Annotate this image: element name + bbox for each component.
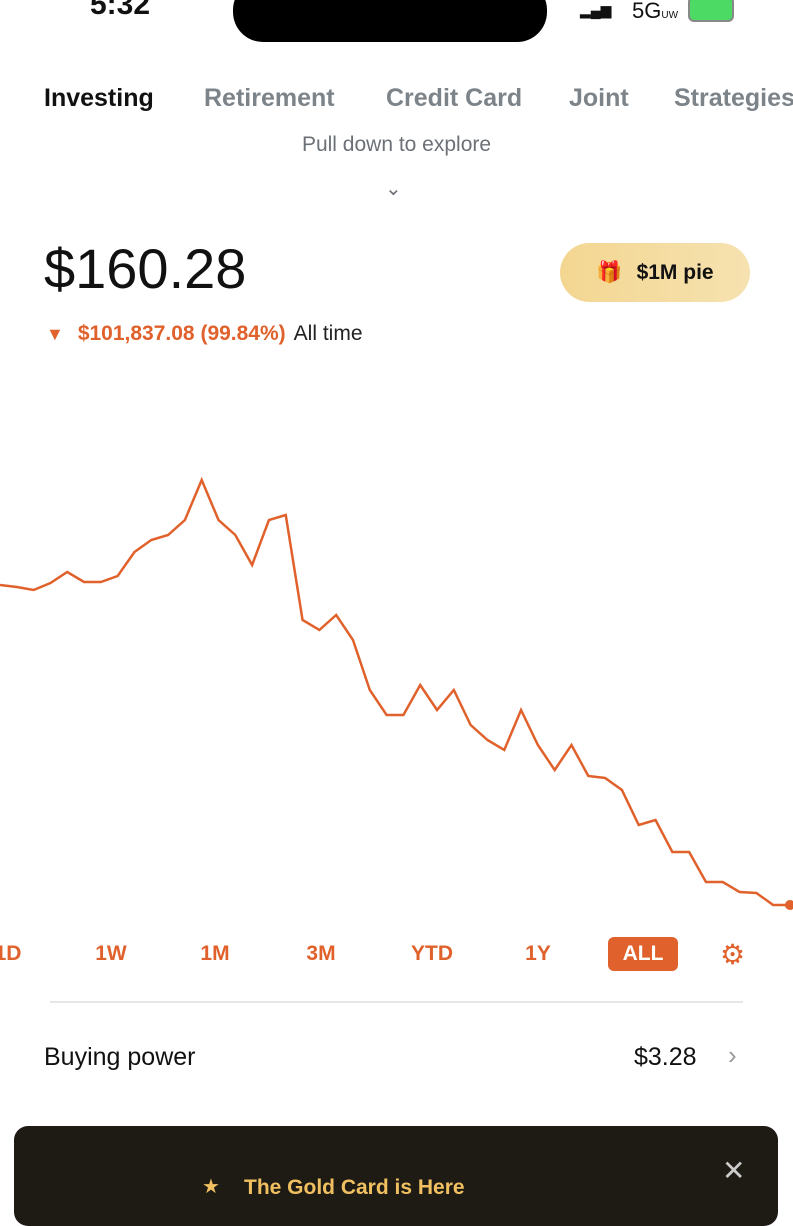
banner[interactable]: ★ The Gold Card is Here ✕ bbox=[14, 1126, 778, 1226]
range-button[interactable]: 1W bbox=[95, 942, 127, 965]
tab[interactable]: Credit Card bbox=[386, 84, 523, 112]
tab[interactable]: Retirement bbox=[204, 84, 335, 112]
promo-button[interactable]: 🎁 $1M pie bbox=[560, 243, 750, 302]
network-sub: UW bbox=[661, 10, 679, 21]
status-time: 5:32 bbox=[90, 0, 151, 21]
banner-title: The Gold Card is Here bbox=[244, 1176, 465, 1199]
battery bbox=[688, 0, 734, 22]
pull-hint: Pull down to explore bbox=[301, 133, 492, 156]
network-type: 5G bbox=[632, 0, 662, 23]
star: ★ bbox=[202, 1176, 220, 1198]
range-button[interactable]: 1M bbox=[200, 942, 230, 965]
chevron-right[interactable]: › bbox=[728, 1040, 737, 1070]
range-button[interactable]: 3M bbox=[306, 942, 336, 965]
gift-icon: 🎁 bbox=[596, 260, 623, 284]
chevron[interactable]: ⌄ bbox=[385, 178, 402, 200]
end-dot bbox=[785, 900, 793, 910]
tab[interactable]: Strategies bbox=[674, 84, 793, 112]
portfolio-line bbox=[0, 476, 790, 907]
range-button[interactable]: YTD bbox=[411, 942, 453, 965]
promo-label: $1M pie bbox=[636, 260, 714, 284]
down-arrow: ▼ bbox=[46, 323, 64, 344]
dynamic-island bbox=[233, 0, 547, 42]
period: All time bbox=[293, 322, 363, 345]
settings-gear[interactable]: ⚙ bbox=[720, 939, 746, 970]
buying-power-value[interactable]: $3.28 bbox=[634, 1043, 697, 1071]
divider bbox=[50, 1001, 743, 1003]
network: 5GUW bbox=[632, 0, 678, 24]
range-button[interactable]: 1Y bbox=[525, 942, 551, 965]
chart bbox=[0, 476, 793, 910]
range-button[interactable]: ALL bbox=[608, 937, 678, 971]
tab[interactable]: Investing bbox=[44, 84, 154, 112]
change: $101,837.08 (99.84%) bbox=[77, 322, 286, 345]
buying-power-label: Buying power bbox=[44, 1043, 196, 1071]
range-button[interactable]: 1D bbox=[0, 942, 22, 965]
portfolio-value: $160.28 bbox=[44, 237, 247, 300]
close[interactable]: ✕ bbox=[722, 1155, 746, 1186]
tab[interactable]: Joint bbox=[569, 84, 629, 112]
change-row: ▼ $101,837.08 (99.84%) All time bbox=[46, 322, 363, 346]
signal: ▂▄▆ bbox=[580, 2, 612, 18]
